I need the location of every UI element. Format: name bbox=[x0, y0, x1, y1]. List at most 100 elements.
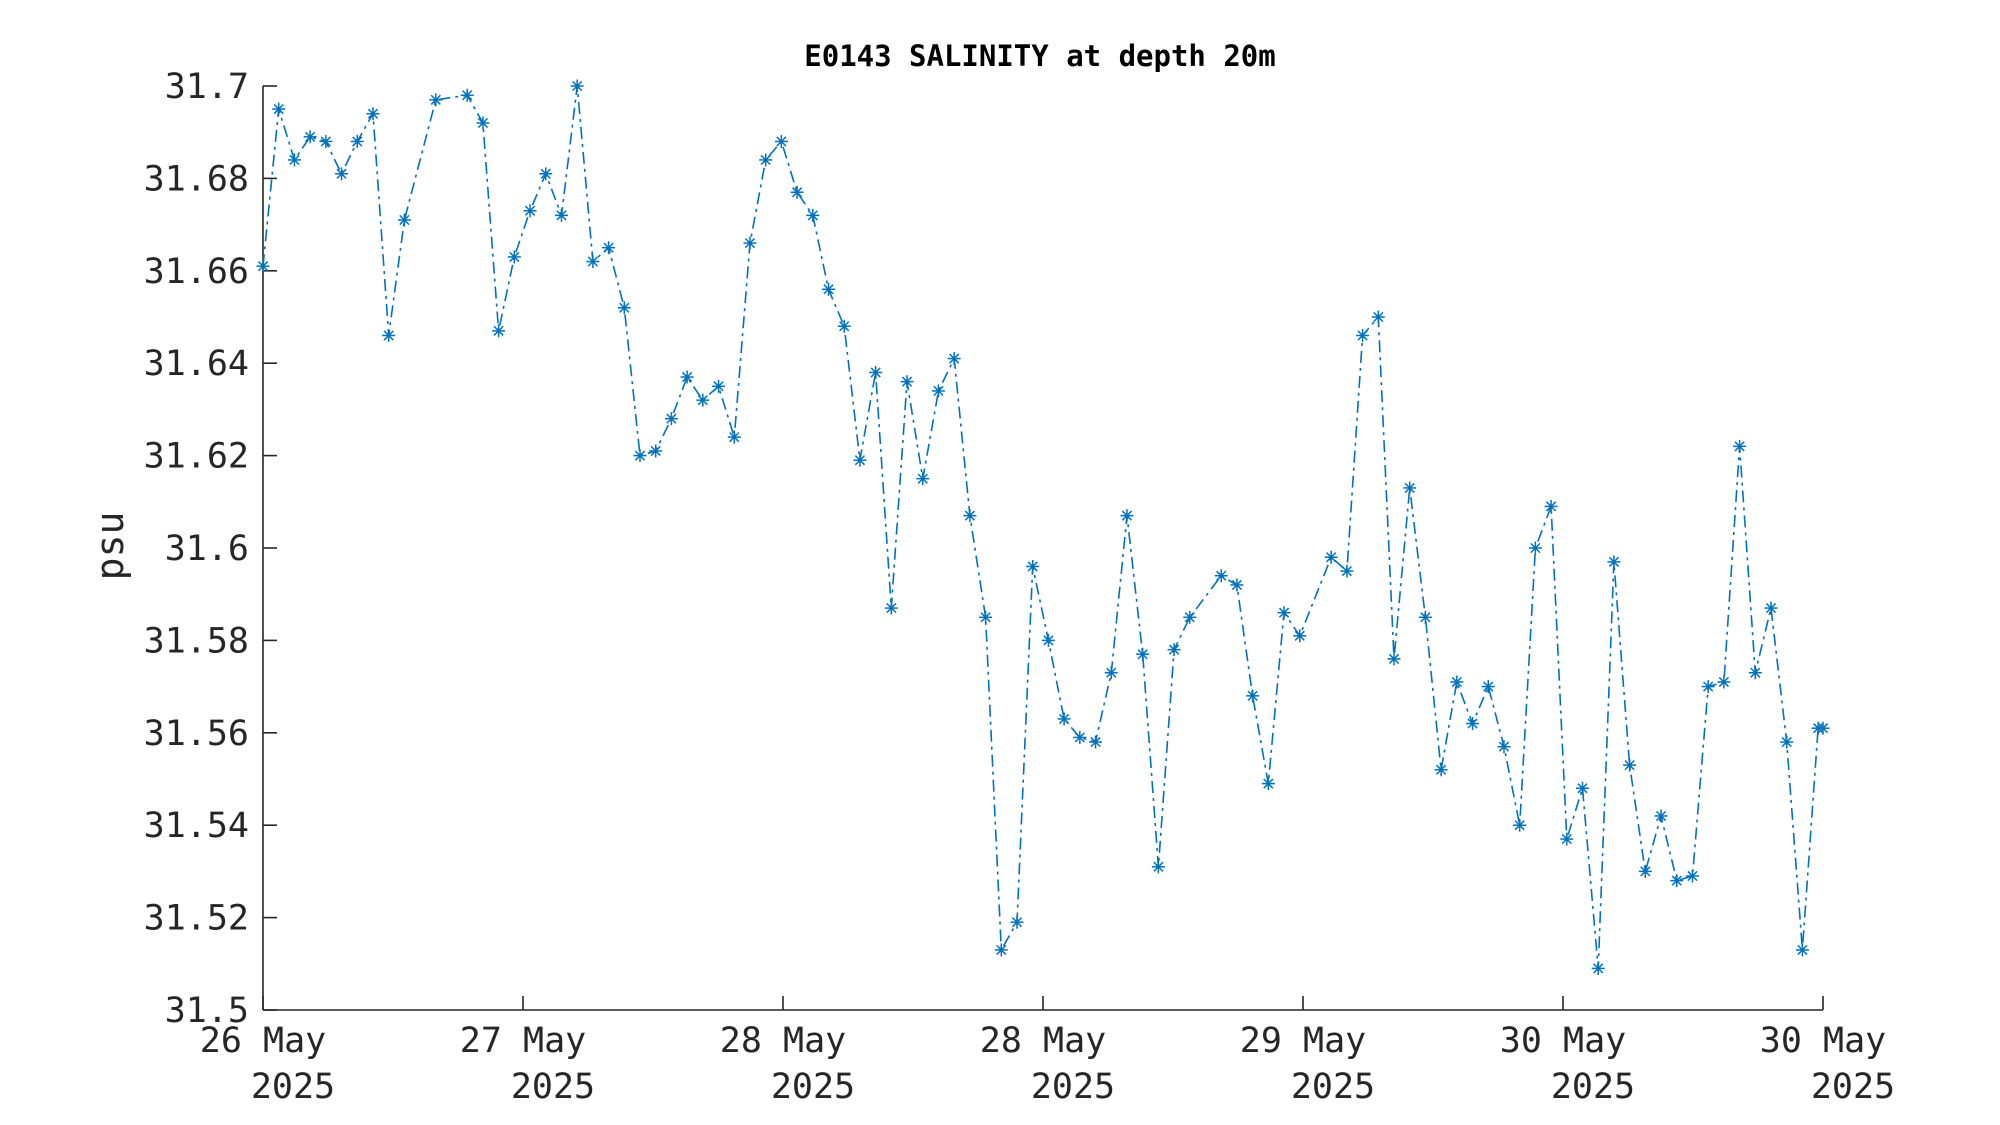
data-point bbox=[869, 365, 883, 379]
data-point bbox=[947, 352, 961, 366]
data-point bbox=[1230, 578, 1244, 592]
data-point bbox=[790, 185, 804, 199]
y-ticks: 31.5 31.52 31.54 31.56 31.58 31.6 31.62 31.64 31… bbox=[144, 67, 277, 1031]
x-tick-label: 28 May bbox=[720, 1021, 846, 1061]
x-tick-label: 28 May bbox=[980, 1021, 1106, 1061]
y-axis-label: psu bbox=[88, 512, 132, 581]
data-point bbox=[539, 167, 553, 181]
data-point bbox=[602, 241, 616, 255]
x-tick-year-label: 2025 bbox=[251, 1067, 335, 1107]
x-tick-year-label: 2025 bbox=[771, 1067, 855, 1107]
data-point bbox=[1450, 675, 1464, 689]
data-point bbox=[1607, 555, 1621, 569]
data-point bbox=[256, 259, 270, 273]
data-point bbox=[774, 134, 788, 148]
data-point bbox=[664, 412, 678, 426]
data-point bbox=[1764, 601, 1778, 615]
data-point bbox=[319, 134, 333, 148]
data-point bbox=[712, 379, 726, 393]
data-point bbox=[759, 153, 773, 167]
x-tick-label: 29 May bbox=[1240, 1021, 1366, 1061]
data-point bbox=[1151, 860, 1165, 874]
data-point bbox=[554, 208, 568, 222]
data-point bbox=[617, 301, 631, 315]
data-point bbox=[649, 444, 663, 458]
data-point bbox=[1591, 961, 1605, 975]
data-point bbox=[1434, 763, 1448, 777]
x-tick-year-label: 2025 bbox=[511, 1067, 595, 1107]
data-point bbox=[460, 88, 474, 102]
data-point bbox=[1041, 633, 1055, 647]
data-point bbox=[931, 384, 945, 398]
data-point bbox=[1513, 818, 1527, 832]
data-point bbox=[884, 601, 898, 615]
data-point bbox=[1717, 675, 1731, 689]
data-point bbox=[1816, 721, 1830, 735]
data-point bbox=[1497, 740, 1511, 754]
data-point bbox=[1466, 717, 1480, 731]
data-point bbox=[1356, 328, 1370, 342]
data-point bbox=[303, 130, 317, 144]
y-tick-label: 31.66 bbox=[144, 252, 249, 292]
data-point bbox=[743, 236, 757, 250]
data-point bbox=[523, 204, 537, 218]
data-point bbox=[1167, 643, 1181, 657]
data-point bbox=[429, 93, 443, 107]
data-point bbox=[1026, 559, 1040, 573]
y-tick-label: 31.52 bbox=[144, 899, 249, 939]
data-point bbox=[287, 153, 301, 167]
series-markers bbox=[256, 79, 1830, 975]
data-point bbox=[994, 943, 1008, 957]
x-tick-year-label: 2025 bbox=[1291, 1067, 1375, 1107]
data-point bbox=[822, 282, 835, 296]
data-point bbox=[853, 453, 867, 467]
data-point bbox=[1261, 777, 1275, 791]
data-point bbox=[1120, 509, 1134, 523]
data-point bbox=[1576, 781, 1589, 795]
data-point bbox=[1670, 874, 1684, 888]
data-point bbox=[1324, 550, 1338, 564]
data-point bbox=[507, 250, 521, 264]
x-ticks: 26 May 2025 27 May 2025 28 May 2025 28 May 2025… bbox=[200, 996, 1895, 1107]
data-point bbox=[1733, 439, 1747, 453]
y-tick-label: 31.7 bbox=[165, 67, 249, 107]
x-tick-label: 26 May bbox=[200, 1021, 326, 1061]
data-point bbox=[1010, 915, 1024, 929]
data-point bbox=[1795, 943, 1809, 957]
data-point bbox=[382, 328, 396, 342]
x-tick-label: 30 May bbox=[1500, 1021, 1626, 1061]
data-point bbox=[1387, 652, 1401, 666]
data-point bbox=[1371, 310, 1385, 324]
y-tick-label: 31.64 bbox=[144, 344, 249, 384]
data-point bbox=[963, 509, 977, 523]
data-point bbox=[680, 370, 694, 384]
x-tick-label: 27 May bbox=[460, 1021, 586, 1061]
data-point bbox=[916, 472, 930, 486]
data-point bbox=[1214, 569, 1228, 583]
data-point bbox=[837, 319, 851, 333]
data-point bbox=[350, 134, 364, 148]
data-point bbox=[1623, 758, 1637, 772]
y-tick-label: 31.6 bbox=[165, 529, 249, 569]
x-tick-year-label: 2025 bbox=[1551, 1067, 1635, 1107]
data-point bbox=[1481, 680, 1495, 694]
data-point bbox=[1183, 610, 1197, 624]
data-point bbox=[1528, 541, 1542, 555]
y-tick-label: 31.5 bbox=[165, 991, 249, 1031]
data-point bbox=[979, 610, 993, 624]
data-point bbox=[366, 107, 380, 121]
data-point bbox=[570, 79, 584, 93]
data-point bbox=[492, 324, 506, 338]
data-point bbox=[476, 116, 490, 130]
x-tick-year-label: 2025 bbox=[1031, 1067, 1115, 1107]
data-point bbox=[1654, 809, 1668, 823]
data-point bbox=[397, 213, 411, 227]
chart-title: E0143 SALINITY at depth 20m bbox=[804, 39, 1275, 73]
data-point bbox=[696, 393, 710, 407]
y-tick-label: 31.56 bbox=[144, 714, 249, 754]
data-point bbox=[1748, 666, 1762, 680]
data-point bbox=[335, 167, 349, 181]
data-point bbox=[1293, 629, 1307, 643]
y-tick-label: 31.58 bbox=[144, 621, 249, 661]
